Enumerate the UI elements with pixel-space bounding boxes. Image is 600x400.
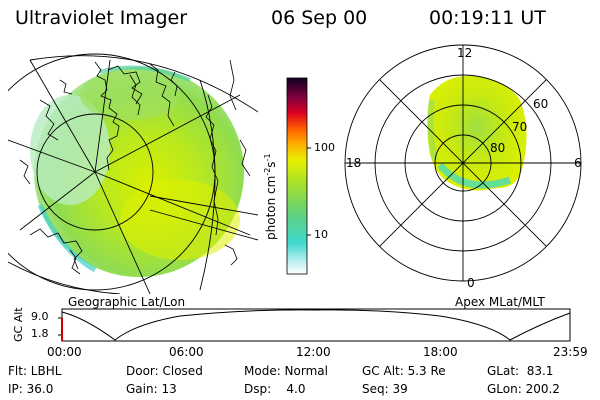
status-glat: GLat: 83.1 bbox=[487, 364, 554, 378]
status-gc-alt: GC Alt: 5.3 Re bbox=[362, 364, 446, 378]
status-glon: GLon: 200.2 bbox=[487, 382, 560, 396]
date-label: 06 Sep 00 bbox=[271, 7, 368, 29]
time-label: 00:19:11 UT bbox=[429, 7, 546, 29]
polar-grid bbox=[344, 44, 582, 282]
lat-label-80: 80 bbox=[490, 141, 506, 155]
mlt-label-18: 18 bbox=[346, 156, 362, 170]
geographic-caption: Geographic Lat/Lon bbox=[68, 295, 186, 309]
colorbar-tick-100: 100 bbox=[314, 141, 335, 154]
apex-caption: Apex MLat/MLT bbox=[455, 295, 545, 309]
app-title: Ultraviolet Imager bbox=[15, 7, 188, 29]
colorbar-scale bbox=[286, 77, 308, 275]
status-flt: Flt: LBHL bbox=[8, 364, 62, 378]
status-dsp: Dsp: 4.0 bbox=[244, 382, 306, 396]
status-ip: IP: 36.0 bbox=[8, 382, 54, 396]
time-tick-1800: 18:00 bbox=[423, 345, 458, 359]
altitude-curve bbox=[61, 309, 571, 341]
altitude-plot-frame bbox=[61, 308, 571, 342]
mlt-label-6: 6 bbox=[574, 156, 582, 170]
time-tick-0600: 06:00 bbox=[169, 345, 204, 359]
time-tick-0000: 00:00 bbox=[47, 345, 82, 359]
colorbar-tick-10: 10 bbox=[314, 228, 328, 241]
status-mode: Mode: Normal bbox=[244, 364, 328, 378]
mlt-label-0: 0 bbox=[467, 276, 475, 290]
altitude-ytick-9: 9.0 bbox=[31, 310, 49, 323]
lat-label-60: 60 bbox=[533, 97, 549, 111]
time-tick-1200: 12:00 bbox=[296, 345, 331, 359]
status-gain: Gain: 13 bbox=[126, 382, 177, 396]
lat-label-70: 70 bbox=[512, 120, 528, 134]
altitude-ytick-1-8: 1.8 bbox=[31, 327, 49, 340]
geographic-grid bbox=[8, 53, 258, 294]
altitude-ylabel: GC Alt bbox=[12, 307, 25, 342]
time-tick-2359: 23:59 bbox=[553, 345, 588, 359]
status-seq: Seq: 39 bbox=[362, 382, 408, 396]
auroral-oval bbox=[427, 75, 527, 191]
status-door: Door: Closed bbox=[126, 364, 203, 378]
coastlines bbox=[19, 59, 251, 275]
mlt-label-12: 12 bbox=[457, 46, 473, 60]
